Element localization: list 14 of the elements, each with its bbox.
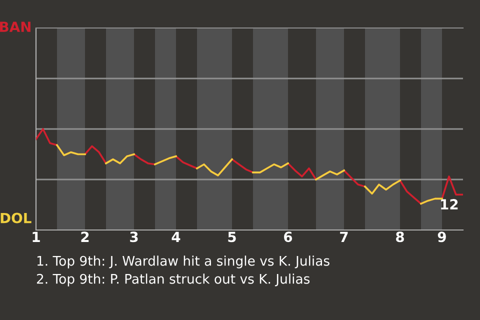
x-tick-label: 6 — [284, 232, 292, 242]
text: 2. Top 9th: P. Patlan struck out vs K. Julias — [36, 274, 310, 286]
x-tick-label: 4 — [172, 232, 180, 242]
annotation: 12 — [441, 199, 458, 210]
x-tick-label: 2 — [81, 232, 89, 242]
text: BAN — [0, 22, 30, 32]
x-tick-label: 3 — [130, 232, 138, 242]
x-tick-label: 7 — [340, 232, 348, 242]
text: DOL — [0, 212, 32, 224]
x-tick-label: 1 — [32, 232, 40, 242]
x-tick-label: 8 — [396, 232, 404, 242]
x-tick-label: 9 — [438, 232, 446, 242]
x-tick-label: 5 — [228, 232, 236, 242]
text: 1. Top 9th: J. Wardlaw hit a single vs K. Julias — [37, 256, 330, 268]
